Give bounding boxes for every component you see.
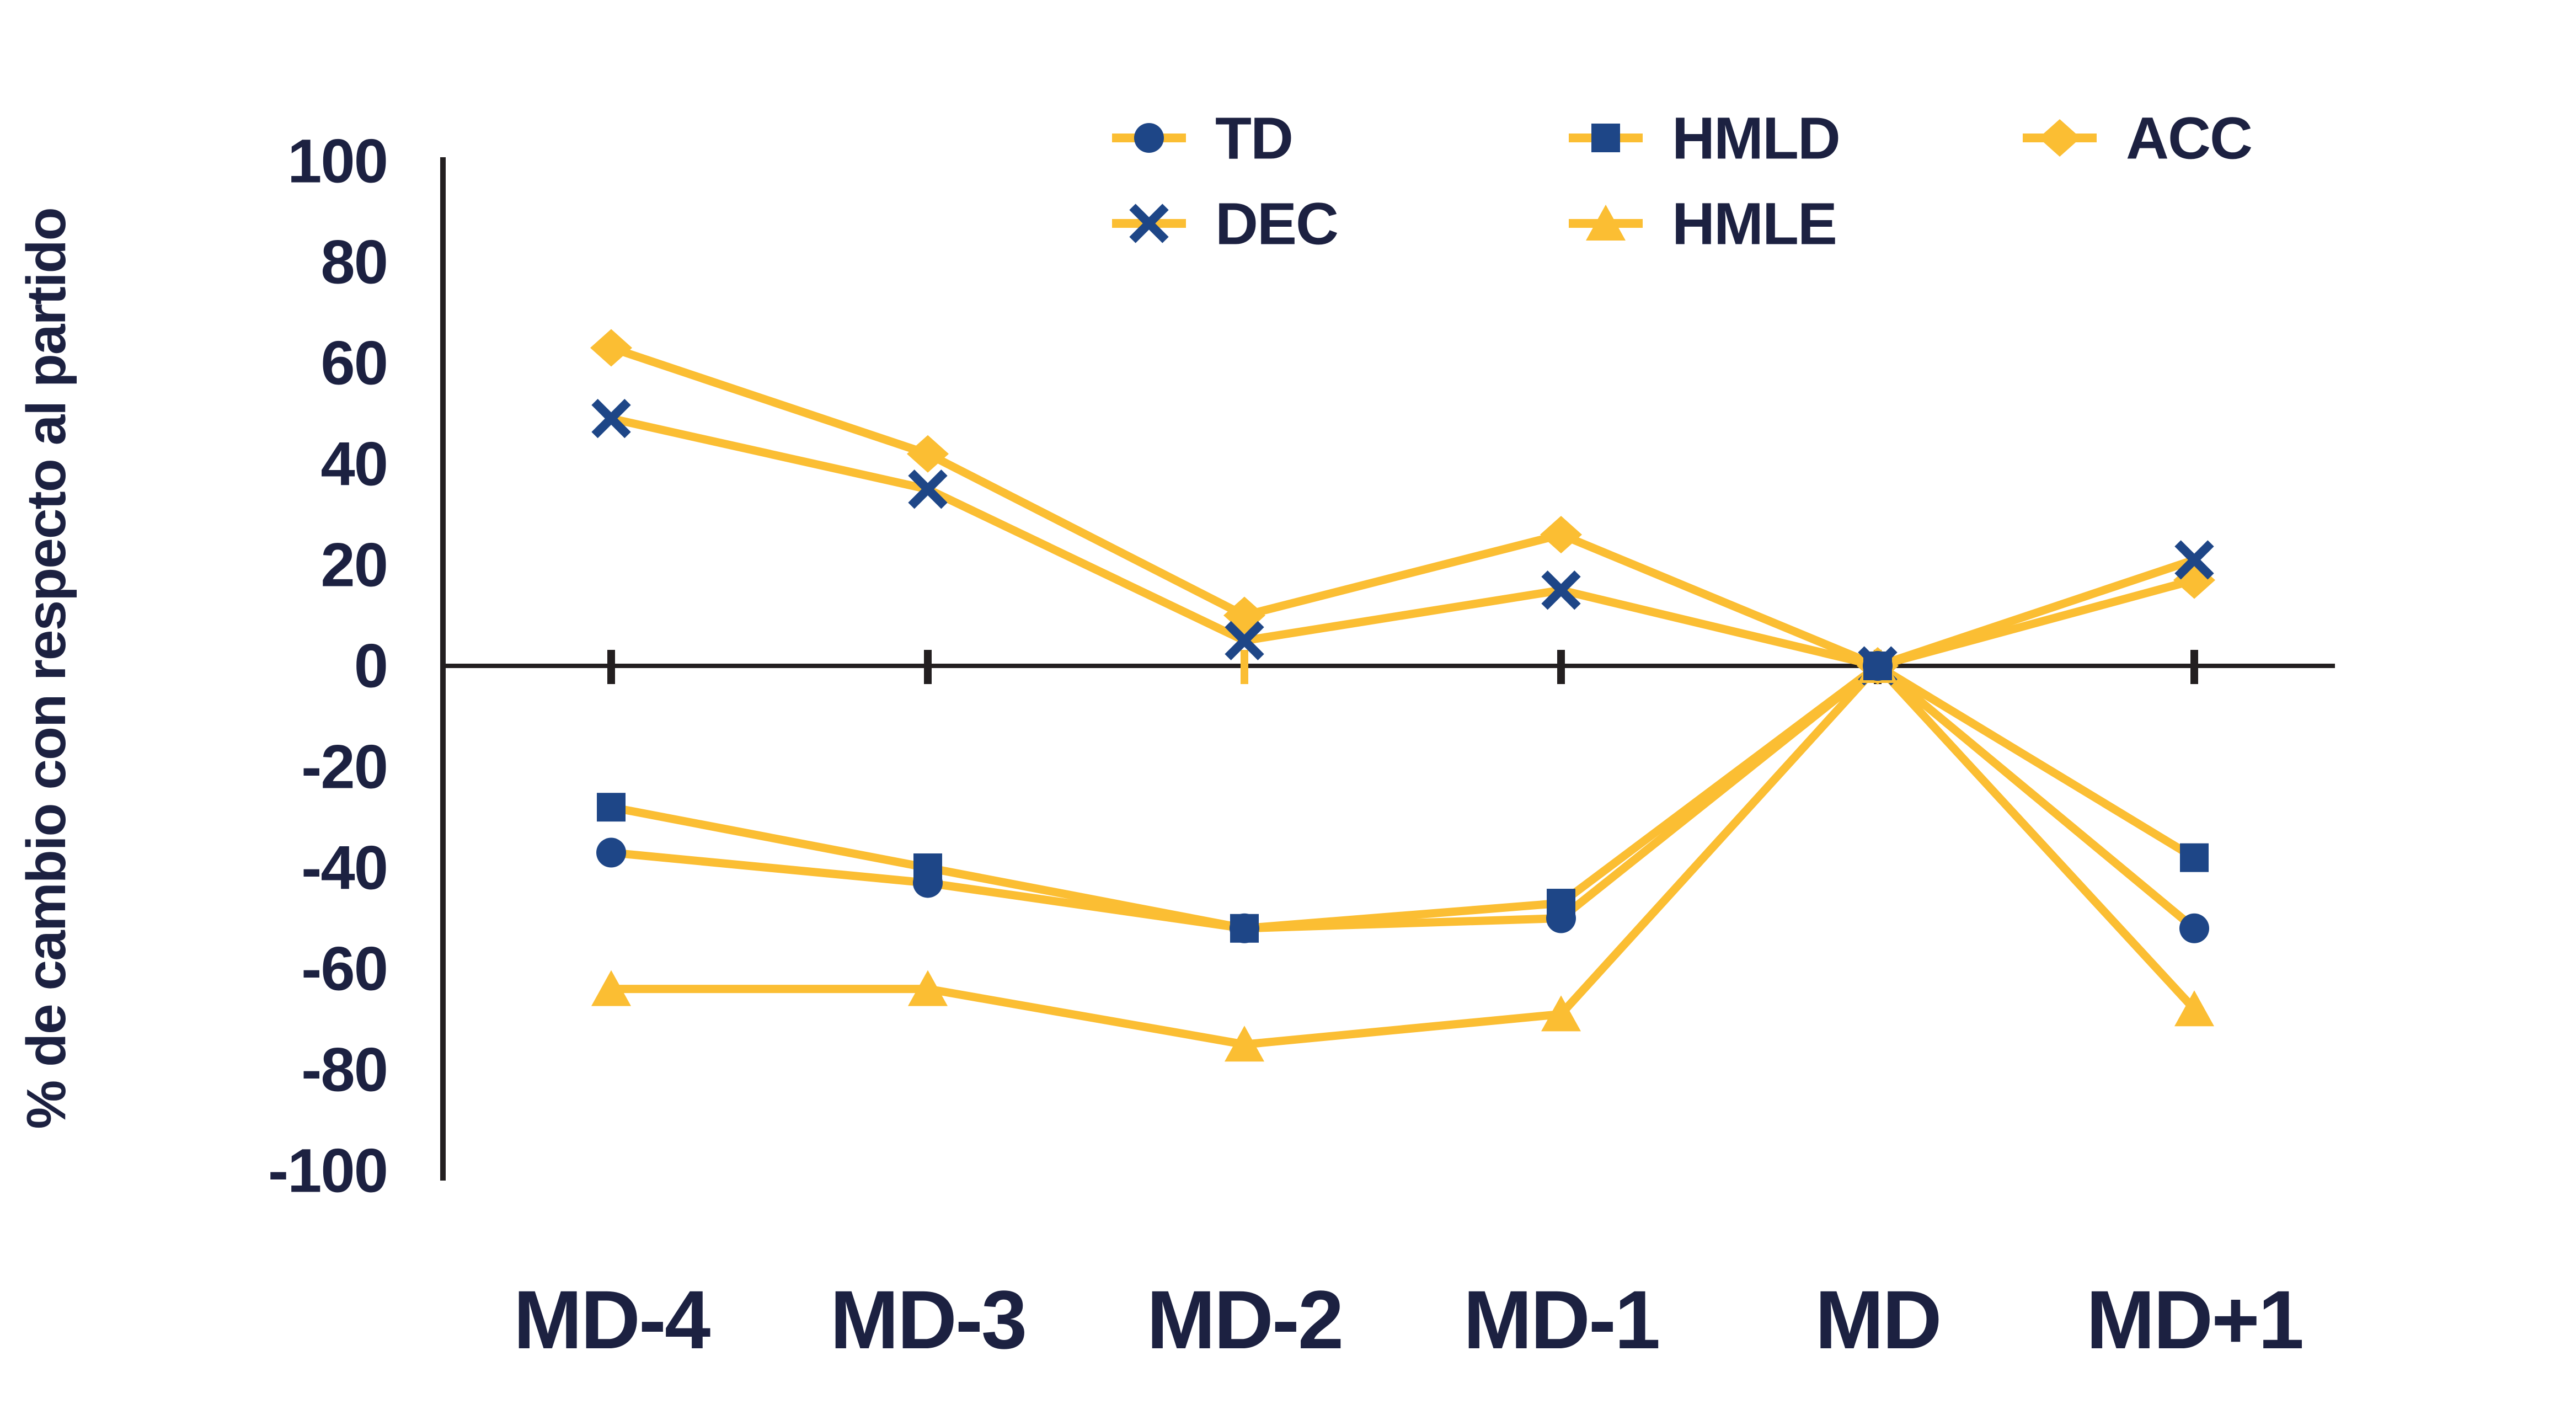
y-tick-label: 100 xyxy=(287,127,387,196)
x-axis-zero-line xyxy=(443,664,2335,668)
x-category-label-md-1: MD-1 xyxy=(1463,1273,1659,1366)
marker-dec-md-3 xyxy=(908,469,948,509)
x-category-label-md: MD xyxy=(1815,1273,1940,1366)
y-tick-label: 20 xyxy=(320,531,387,600)
x-axis-tick-md-1 xyxy=(1557,650,1565,684)
marker-hmle-md-2 xyxy=(1225,1026,1264,1062)
marker-hmld-md-4 xyxy=(597,793,626,822)
marker-acc-md+1 xyxy=(2173,561,2215,599)
marker-acc-md-1 xyxy=(1540,516,1582,554)
series-line-td xyxy=(611,660,2197,933)
y-tick-label: -80 xyxy=(301,1035,387,1104)
marker-hmle-md-1 xyxy=(1541,995,1581,1032)
marker-hmld-md xyxy=(1863,652,1892,680)
x-axis-tick-md-2 xyxy=(1241,650,1248,684)
x-axis-tick-md-4 xyxy=(607,650,615,684)
x-category-label-md-3: MD-3 xyxy=(830,1273,1026,1366)
y-tick-label: 80 xyxy=(320,228,387,297)
legend-marker-td xyxy=(1134,123,1164,153)
legend-label-acc: ACC xyxy=(2126,105,2252,172)
marker-hmle-md+1 xyxy=(2174,990,2214,1027)
marker-dec-md+1 xyxy=(2174,540,2214,580)
legend-item-dec: DEC xyxy=(1112,190,1339,257)
y-tick-label: -100 xyxy=(268,1136,387,1205)
legend-item-hmld: HMLD xyxy=(1569,105,1841,172)
marker-hmle-md-3 xyxy=(908,970,948,1006)
marker-dec-md-2 xyxy=(1225,621,1264,660)
marker-hmld-md-2 xyxy=(1230,914,1259,943)
y-tick-label: 60 xyxy=(320,329,387,398)
legend-label-td: TD xyxy=(1215,105,1292,172)
legend-marker-dec xyxy=(1129,204,1169,243)
legend-item-acc: ACC xyxy=(2023,105,2253,172)
y-tick-label: 0 xyxy=(354,632,387,701)
series-line-dec xyxy=(610,414,2196,670)
marker-hmld-md+1 xyxy=(2180,843,2209,872)
marker-hmld-md-3 xyxy=(913,853,942,882)
legend-label-hmle: HMLE xyxy=(1672,190,1836,257)
x-category-label-md-2: MD-2 xyxy=(1147,1273,1343,1366)
series-line-hmld xyxy=(610,660,2196,933)
legend-marker-hmle xyxy=(1586,205,1626,241)
y-tick-label: -60 xyxy=(301,935,387,1003)
x-axis-tick-md-3 xyxy=(924,650,932,684)
marker-dec-md-1 xyxy=(1541,570,1581,610)
x-category-label-md+1: MD+1 xyxy=(2086,1273,2302,1366)
series-line-hmle xyxy=(611,659,2198,1049)
y-tick-label: -40 xyxy=(301,834,387,903)
legend-marker-acc xyxy=(2039,119,2081,157)
marker-td-md+1 xyxy=(2179,913,2209,943)
y-axis-line xyxy=(440,157,446,1181)
legend-label-dec: DEC xyxy=(1215,190,1338,257)
legend-item-hmle: HMLE xyxy=(1569,190,1837,257)
marker-td-md-4 xyxy=(596,837,626,868)
y-tick-label: 40 xyxy=(320,430,387,499)
marker-acc-md-4 xyxy=(590,329,632,367)
marker-acc-md-3 xyxy=(907,435,949,473)
legend-item-td: TD xyxy=(1112,105,1294,172)
marker-hmld-md-1 xyxy=(1547,889,1575,918)
y-tick-label: -20 xyxy=(301,733,387,802)
legend-marker-hmld xyxy=(1591,124,1620,152)
marker-hmle-md-4 xyxy=(591,970,631,1006)
y-axis-title: % de cambio con respecto al partido xyxy=(15,208,77,1129)
x-axis-tick-md+1 xyxy=(2190,650,2198,684)
marker-dec-md-4 xyxy=(591,398,631,439)
x-category-label-md-4: MD-4 xyxy=(514,1273,710,1366)
legend-label-hmld: HMLD xyxy=(1672,105,1840,172)
